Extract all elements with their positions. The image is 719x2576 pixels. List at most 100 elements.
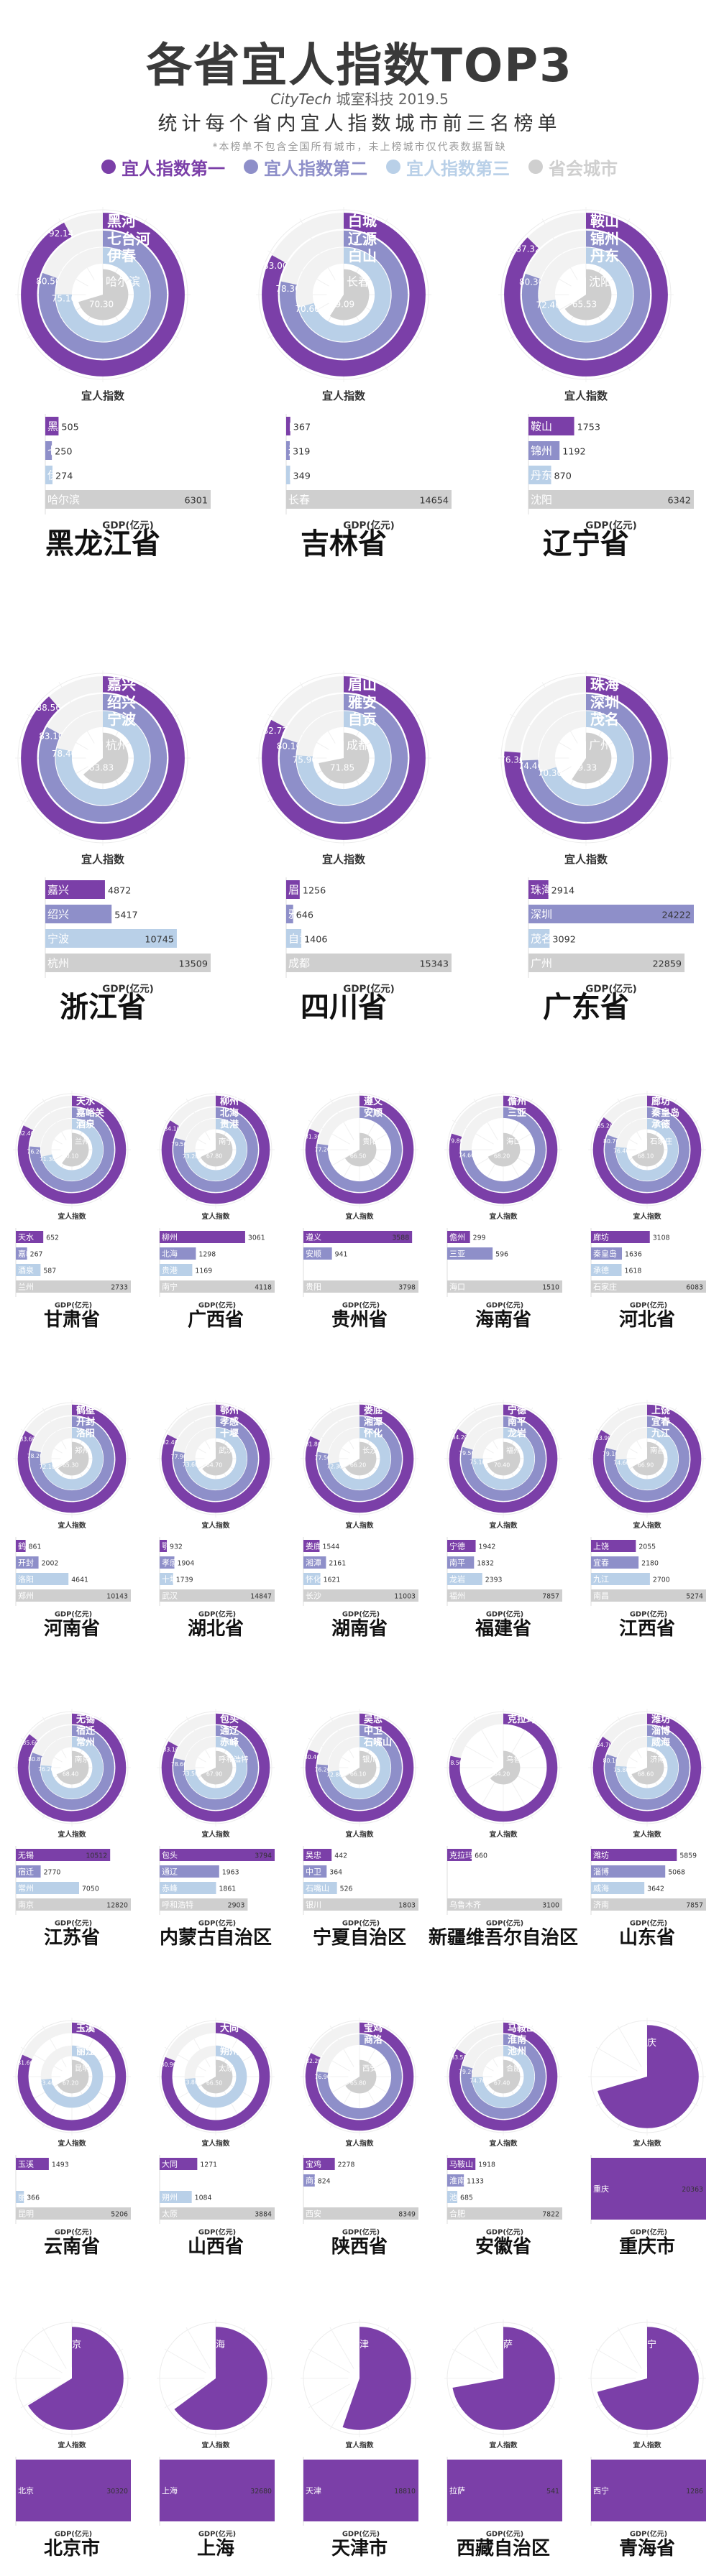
bar-city-label: 太原: [162, 2209, 178, 2218]
index-arc: [184, 2045, 247, 2108]
ring-axis-label: 宜人指数: [564, 853, 608, 866]
ring-gridline: [186, 2327, 211, 2369]
city-label: 淮南: [507, 2034, 526, 2046]
index-arc: [541, 711, 633, 805]
gdp-bar: [16, 1247, 27, 1260]
gdp-bar: [286, 441, 290, 460]
gdp-bar: [160, 1589, 275, 1602]
bar-axis-label: GDP(亿元): [55, 1918, 92, 1927]
city-label: 潍坊: [651, 1714, 670, 1725]
city-label: 北海: [220, 1107, 239, 1119]
capital-label: 福州: [506, 1446, 521, 1455]
index-arc: [504, 213, 668, 377]
index-arc: [472, 1427, 535, 1490]
index-arc: [317, 1725, 402, 1810]
index-arc: [184, 1427, 247, 1490]
bar-city-label: 海口: [449, 1281, 465, 1291]
province-name: 辽宁省: [543, 527, 629, 560]
index-arc: [317, 1416, 402, 1501]
index-arc: [161, 1713, 270, 1822]
city-label: 淄博: [651, 1725, 670, 1737]
index-value-label: 76.20: [314, 1767, 330, 1773]
province-name: 云南省: [44, 2236, 100, 2258]
gdp-value-label: 20363: [682, 2186, 703, 2194]
gdp-value-label: 349: [293, 471, 310, 481]
city-label: 重庆: [638, 2037, 656, 2049]
ring-axis-label: 宜人指数: [58, 1520, 86, 1530]
gdp-bar: [591, 1280, 706, 1293]
index-value-label: 77.90: [171, 1454, 187, 1460]
index-arc: [461, 2034, 546, 2119]
gdp-value-label: 660: [475, 1852, 487, 1860]
gdp-value-label: 11003: [394, 1592, 416, 1600]
bar-city-label: 宜春: [593, 1557, 609, 1567]
gdp-value-label: 6342: [668, 495, 691, 506]
gdp-value-label: 1861: [219, 1885, 236, 1893]
gdp-bar: [528, 954, 685, 972]
gdp-bar: [160, 2158, 198, 2170]
gdp-bar: [303, 2207, 418, 2220]
bar-axis-label: GDP(亿元): [486, 1609, 523, 1618]
ring-axis-label: 宜人指数: [202, 1829, 230, 1839]
index-arc: [55, 711, 150, 805]
city-label: 儋州: [508, 1096, 526, 1107]
bar-city-label: 珠海: [531, 883, 552, 896]
index-arc: [41, 1427, 104, 1490]
index-arc: [21, 676, 185, 840]
capital-sector: [488, 2059, 521, 2094]
bar-city-label: 宝鸡: [306, 2159, 321, 2169]
gdp-value-label: 1544: [322, 1543, 339, 1551]
gdp-bar: [303, 1540, 320, 1552]
gdp-value-label: 685: [460, 2194, 473, 2202]
legend-label: 省会城市: [549, 158, 618, 179]
province-name: 青海省: [619, 2538, 675, 2559]
gdp-value-label: 30320: [106, 2488, 128, 2496]
index-value-label: 78.60: [171, 1761, 187, 1768]
index-arc: [461, 1416, 546, 1501]
gdp-bar: [528, 417, 574, 435]
gdp-bar: [591, 1898, 706, 1911]
city-label: 廊坊: [651, 1096, 670, 1107]
province-name: 浙江省: [60, 991, 146, 1024]
index-arc: [449, 1713, 558, 1822]
bar-city-label: 呼和浩特: [162, 1899, 193, 1909]
gdp-value-label: 12820: [106, 1901, 128, 1909]
index-arc: [539, 247, 633, 342]
bar-city-label: 银川: [306, 1899, 321, 1909]
gdp-bar: [16, 1865, 41, 1878]
bar-axis-label: GDP(亿元): [630, 1609, 667, 1618]
city-label: 宁波: [107, 711, 137, 728]
gdp-bar: [591, 2158, 706, 2220]
gdp-value-label: 1256: [303, 885, 326, 896]
gdp-value-label: 10143: [106, 1592, 128, 1600]
gdp-bar: [286, 466, 290, 484]
index-value-label: 67.80: [206, 1153, 222, 1160]
bar-axis-label: GDP(亿元): [585, 983, 637, 995]
bar-axis-label: GDP(亿元): [198, 1300, 236, 1309]
province-name: 陕西省: [331, 2236, 388, 2258]
index-arc: [41, 1118, 104, 1181]
index-value-label: 73.20: [183, 1153, 198, 1160]
ring-axis-label: 宜人指数: [322, 853, 366, 866]
gdp-value-label: 24222: [661, 910, 691, 920]
gdp-bar: [45, 441, 52, 460]
bar-city-label: 茂名: [531, 932, 552, 945]
gdp-value-label: 13509: [178, 959, 208, 969]
bar-city-label: 鞍山: [531, 420, 552, 433]
gdp-bar: [303, 1882, 337, 1894]
bar-axis-label: GDP(亿元): [486, 1918, 523, 1927]
index-value-label: 81.80: [305, 1441, 321, 1447]
bar-city-label: 承德: [593, 1265, 609, 1275]
province-name: 北京市: [44, 2537, 100, 2559]
index-value-label: 71.30: [40, 1156, 55, 1163]
city-label: 克拉玛依: [508, 1714, 546, 1725]
province-name: 西藏自治区: [457, 2537, 550, 2559]
city-label: 白山: [348, 247, 377, 264]
ring-gridline: [20, 2383, 63, 2409]
bar-city-label: 柳州: [162, 1232, 178, 1242]
gdp-value-label: 8349: [398, 2210, 416, 2218]
gdp-value-label: 7857: [686, 1901, 703, 1909]
gdp-bar: [303, 1280, 418, 1293]
